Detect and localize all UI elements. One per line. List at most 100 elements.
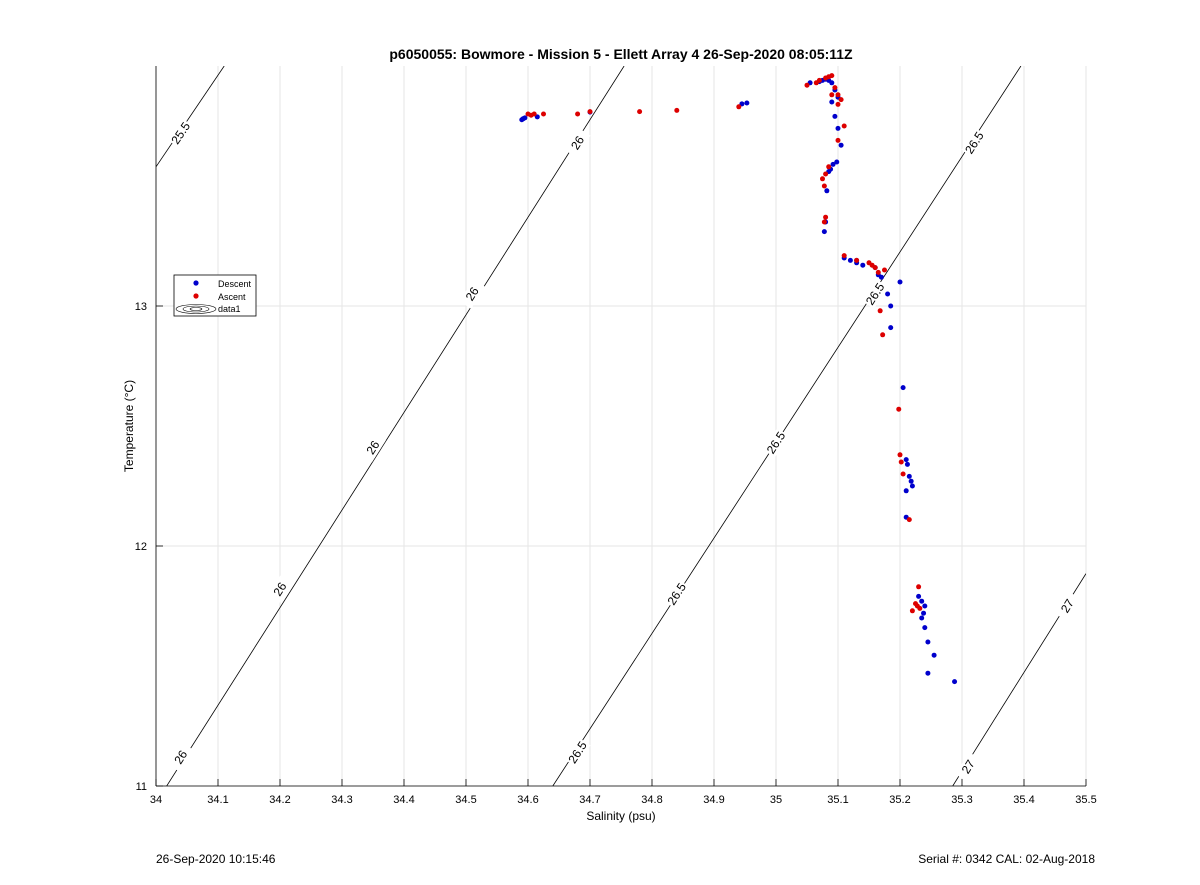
legend-descent-marker <box>193 280 199 286</box>
ascent-point <box>838 97 844 103</box>
ascent-point <box>587 109 593 115</box>
legend-box <box>173 274 257 317</box>
ascent-point <box>916 584 922 590</box>
x-tick-label: 34.3 <box>331 794 352 806</box>
descent-point <box>830 161 836 167</box>
descent-point <box>847 257 853 263</box>
x-tick-label: 35.5 <box>1075 794 1096 806</box>
ascent-point <box>835 101 841 107</box>
contour-label-bg <box>267 574 293 604</box>
x-tick-label: 34 <box>150 794 162 806</box>
y-tick-label: 11 <box>136 781 147 793</box>
ascent-point <box>835 137 841 143</box>
descent-point <box>903 488 909 494</box>
x-tick-label: 35.4 <box>1013 794 1034 806</box>
ascent-point <box>820 176 825 182</box>
y-tick-label: 12 <box>135 541 147 553</box>
descent-point <box>952 679 958 685</box>
legend-descent-label: Descent <box>218 279 252 289</box>
descent-point <box>900 385 906 391</box>
descent-point <box>885 291 891 297</box>
ascent-point <box>896 406 902 412</box>
plot-area <box>156 66 1086 786</box>
descent-point <box>897 279 903 285</box>
contour-label-bg <box>459 279 486 309</box>
x-tick-label: 34.8 <box>641 794 662 806</box>
x-tick-label: 35.2 <box>889 794 910 806</box>
ascent-point <box>872 265 878 271</box>
contour-label-bg <box>763 428 789 458</box>
ascent-point <box>897 452 903 458</box>
descent-point <box>832 113 838 119</box>
descent-point <box>824 188 830 194</box>
ascent-point <box>917 605 923 611</box>
contour-label-bg <box>564 737 591 768</box>
x-tick-label: 35 <box>770 794 782 806</box>
x-tick-label: 34.4 <box>393 794 414 806</box>
ascent-point <box>854 257 860 263</box>
descent-point <box>829 80 835 86</box>
footer-serial: Serial #: 0342 CAL: 02-Aug-2018 <box>918 852 1095 866</box>
descent-point <box>904 461 910 467</box>
density-contour-26.5 <box>552 66 1022 786</box>
descent-point <box>925 670 931 676</box>
descent-point <box>925 639 931 645</box>
descent-point <box>919 598 925 604</box>
ascent-point <box>829 73 835 79</box>
axes: 34 34.1 34.2 34.3 34.4 34.5 34.6 34.7 34.8 34.9 35… <box>135 66 1097 806</box>
descent-point <box>931 652 937 658</box>
x-tick-label: 35.1 <box>827 794 848 806</box>
ascent-point <box>821 183 827 189</box>
ascent-point <box>821 219 827 225</box>
legend-ascent-marker <box>193 293 199 299</box>
descent-point <box>919 615 925 621</box>
ascent-point <box>841 253 847 259</box>
x-tick-label: 35.3 <box>951 794 972 806</box>
y-axis-label: Temperature (°C) <box>122 380 136 472</box>
legend: Descent Ascent data1 <box>173 274 257 317</box>
ascent-point <box>804 82 810 88</box>
contour-label-bg <box>564 128 591 158</box>
contour-label-bg <box>663 579 690 609</box>
ascent-point <box>906 517 912 523</box>
x-tick-label: 34.9 <box>703 794 724 806</box>
descent-point <box>906 473 912 479</box>
ascent-point <box>832 85 838 91</box>
descent-point <box>888 303 894 309</box>
descent-point <box>922 603 928 609</box>
footer-timestamp: 26-Sep-2020 10:15:46 <box>156 852 276 866</box>
x-tick-label: 34.7 <box>579 794 600 806</box>
x-tick-label: 34.2 <box>269 794 290 806</box>
descent-point <box>921 610 927 616</box>
descent-point <box>916 593 922 599</box>
contour-label-bg <box>955 752 982 782</box>
ascent-point <box>823 214 829 220</box>
contour-label-bg <box>1054 591 1081 621</box>
x-axis-label: Salinity (psu) <box>586 809 655 823</box>
descent-point <box>834 159 840 165</box>
ascent-point <box>841 123 847 129</box>
descent-point <box>922 625 928 631</box>
contour-label-bg <box>167 118 194 148</box>
chart-title: p6050055: Bowmore - Mission 5 - Ellett A… <box>389 46 853 62</box>
descent-point <box>878 274 884 280</box>
density-contour-26 <box>166 66 625 786</box>
descent-point <box>838 142 844 148</box>
descent-point <box>860 262 866 268</box>
ascent-point <box>882 267 887 273</box>
x-tick-label: 34.1 <box>207 794 228 806</box>
ascent-point <box>816 77 822 83</box>
ascent-point <box>909 608 915 614</box>
ascent-point <box>898 459 904 465</box>
ascent-point <box>877 308 883 314</box>
ascent-point <box>900 471 906 477</box>
descent-point <box>821 229 827 235</box>
ascent-point <box>835 92 841 98</box>
ascent-point <box>736 104 742 110</box>
descent-point <box>903 457 909 463</box>
descent-point <box>908 478 914 484</box>
contour-label-bg <box>360 432 386 463</box>
contour-label-bg <box>961 128 988 158</box>
descent-point <box>888 325 894 331</box>
ascent-point <box>875 269 881 275</box>
